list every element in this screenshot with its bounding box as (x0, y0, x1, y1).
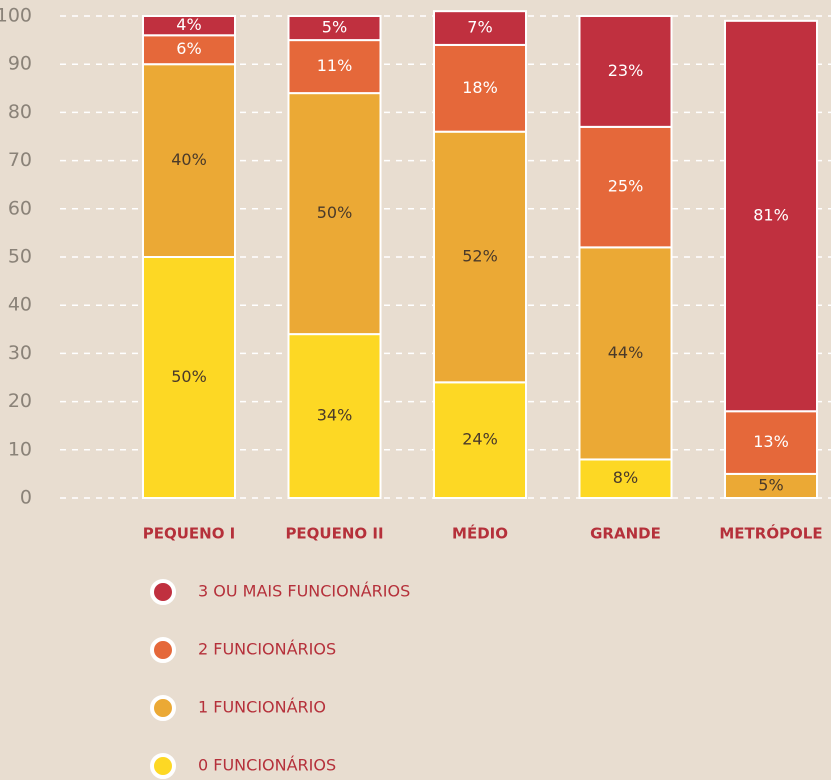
y-tick-label: 60 (8, 197, 32, 219)
value-label: 5% (322, 18, 347, 37)
x-tick-label: MÉDIO (452, 524, 508, 543)
x-tick-label: PEQUENO I (143, 525, 236, 543)
legend-label: 3 OU MAIS FUNCIONÁRIOS (198, 582, 410, 601)
bar-segment (142, 34, 236, 66)
value-label: 8% (613, 468, 638, 487)
value-label: 52% (462, 247, 498, 266)
y-tick-label: 80 (8, 101, 32, 123)
bar-segment (287, 39, 382, 95)
bar-segment (724, 410, 818, 475)
value-label: 50% (171, 367, 207, 386)
bar-segment (142, 256, 236, 499)
value-label: 81% (753, 206, 789, 225)
legend-label: 1 FUNCIONÁRIO (198, 698, 326, 717)
value-label: 23% (608, 61, 644, 80)
legend-swatch (150, 579, 176, 605)
bar-segment (578, 125, 673, 249)
y-tick-label: 50 (8, 246, 32, 268)
bar-segment (433, 130, 527, 384)
y-tick-label: 10 (8, 438, 32, 460)
value-label: 7% (467, 18, 492, 37)
bar-segment (142, 15, 236, 37)
y-tick-label: 20 (8, 390, 32, 412)
legend-label: 0 FUNCIONÁRIOS (198, 756, 336, 775)
value-label: 13% (753, 432, 789, 451)
legend-swatch (150, 637, 176, 663)
x-tick-label: GRANDE (590, 525, 661, 543)
legend-swatch (150, 753, 176, 779)
bar-segment (433, 10, 527, 46)
y-tick-label: 100 (0, 5, 32, 27)
y-tick-label: 30 (8, 342, 32, 364)
y-tick-label: 40 (8, 294, 32, 316)
bar-segment (578, 246, 673, 461)
y-tick-label: 70 (8, 149, 32, 171)
legend-swatch (150, 695, 176, 721)
value-label: 34% (317, 406, 353, 425)
y-tick-label: 90 (8, 53, 32, 75)
y-tick-label: 0 (20, 487, 32, 509)
bar-segment (287, 15, 382, 42)
bar-segment (724, 472, 818, 499)
bar-segment (287, 333, 382, 499)
x-tick-label: METRÓPOLE (719, 524, 822, 543)
value-label: 25% (608, 177, 644, 196)
value-label: 24% (462, 430, 498, 449)
bar-segment (142, 63, 236, 258)
value-label: 44% (608, 343, 644, 362)
value-label: 4% (176, 15, 201, 34)
x-tick-label: PEQUENO II (285, 525, 383, 543)
value-label: 5% (758, 475, 783, 494)
value-label: 50% (317, 203, 353, 222)
bar-segment (287, 92, 382, 336)
bar-segment (724, 19, 818, 413)
value-label: 18% (462, 78, 498, 97)
bar-segment (578, 15, 673, 128)
value-label: 40% (171, 150, 207, 169)
value-label: 6% (176, 39, 201, 58)
value-label: 11% (317, 56, 353, 75)
legend-label: 2 FUNCIONÁRIOS (198, 640, 336, 659)
